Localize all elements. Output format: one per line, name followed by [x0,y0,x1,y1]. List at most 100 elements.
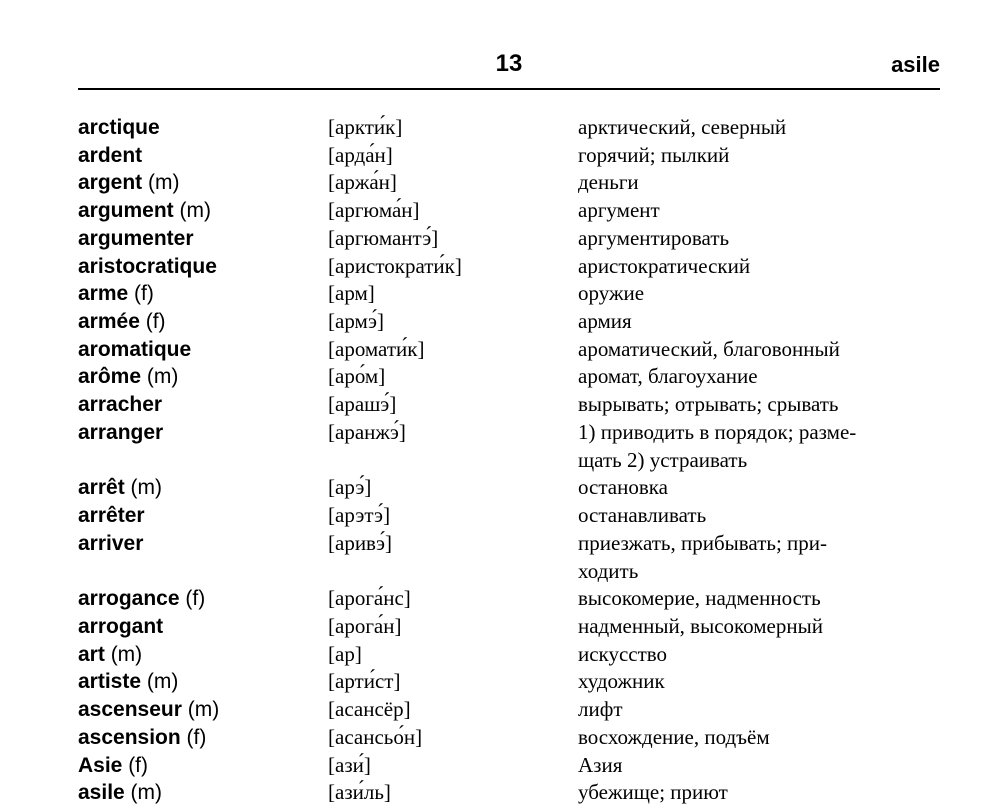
entry-row: ascension (f) [асансьо́н]восхождение, под… [78,724,940,752]
headword: ascension [78,726,181,749]
transcription-column: [аривэ́] [328,530,578,558]
entry-row: arôme (m)[аро́м]аромат, благоухание [78,363,940,391]
entry-row: arrêt (m)[арэ́]остановка [78,474,940,502]
entry-row: art (m) [ар]искусство [78,641,940,669]
headword: arctique [78,116,160,139]
gender-marker: (m) [141,365,178,388]
translation-column: надменный, высокомерный [578,613,940,641]
entry-row: armée (f)[армэ́]армия [78,308,940,336]
translation-column: Азия [578,752,940,780]
translation-column: армия [578,308,940,336]
translation-column: аргументировать [578,225,940,253]
translation-column: ходить [578,558,940,586]
entry-row: arme (f)[арм]оружие [78,280,940,308]
headword: ardent [78,144,142,167]
french-column: aristocratique [78,253,328,281]
transcription-column: [аркти́к] [328,114,578,142]
entry-row: ardent[арда́н]горячий; пылкий [78,142,940,170]
french-column: artiste (m) [78,668,328,696]
transcription-column: [арти́ст] [328,668,578,696]
entry-row: asile (m)[ази́ль]убежище; приют [78,779,940,807]
translation-column: ароматический, благовонный [578,336,940,364]
entry-row-continuation: щать 2) устраивать [78,447,940,475]
headword: ascenseur [78,698,182,721]
french-column: argument (m) [78,197,328,225]
transcription-column: [аро́м] [328,363,578,391]
translation-column: 1) приводить в порядок; разме- [578,419,940,447]
entry-row: argent (m)[аржа́н]деньги [78,169,940,197]
headword: arrogance [78,587,180,610]
translation-column: аристократический [578,253,940,281]
translation-column: остановка [578,474,940,502]
translation-column: вырывать; отрывать; срывать [578,391,940,419]
transcription-column: [аромати́к] [328,336,578,364]
translation-column: убежище; приют [578,779,940,807]
translation-column: искусство [578,641,940,669]
french-column: Asie (f) [78,752,328,780]
french-column: ardent [78,142,328,170]
entry-row: arrogant[арога́н]надменный, высокомерный [78,613,940,641]
transcription-column: [асансёр] [328,696,578,724]
gender-marker: (m) [105,643,142,666]
translation-column: деньги [578,169,940,197]
guide-word: asile [891,52,940,78]
gender-marker: (m) [182,698,219,721]
french-column: arrogant [78,613,328,641]
headword: arranger [78,421,163,444]
translation-column: лифт [578,696,940,724]
headword: arracher [78,393,162,416]
translation-column: арктический, северный [578,114,940,142]
french-column: arôme (m) [78,363,328,391]
transcription-column: [арм] [328,280,578,308]
headword: art [78,643,105,666]
transcription-column: [аргюмантэ́] [328,225,578,253]
transcription-column: [аржа́н] [328,169,578,197]
entry-row: aromatique[аромати́к]ароматический, благ… [78,336,940,364]
entry-row: argument (m)[аргюма́н]аргумент [78,197,940,225]
gender-marker: (f) [181,726,207,749]
headword: arme [78,282,128,305]
gender-marker: (m) [141,670,178,693]
french-column: arme (f) [78,280,328,308]
headword: argument [78,199,174,222]
gender-marker: (m) [125,476,162,499]
french-column: argent (m) [78,169,328,197]
transcription-column: [ар] [328,641,578,669]
entry-row: aristocratique[аристократи́к]аристократи… [78,253,940,281]
headword: arrêter [78,504,145,527]
transcription-column: [арога́нс] [328,585,578,613]
gender-marker: (m) [142,171,179,194]
french-column: arrêter [78,502,328,530]
entry-row: Asie (f)[ази́]Азия [78,752,940,780]
headword: Asie [78,754,122,777]
headword: argent [78,171,142,194]
entry-row: arrêter[арэтэ́]останавливать [78,502,940,530]
translation-column: восхождение, подъём [578,724,940,752]
transcription-column: [арда́н] [328,142,578,170]
entry-row: ascenseur (m) [асансёр]лифт [78,696,940,724]
transcription-column: [аристократи́к] [328,253,578,281]
transcription-column: [ази́] [328,752,578,780]
gender-marker: (m) [174,199,211,222]
french-column: argumenter [78,225,328,253]
translation-column: приезжать, прибывать; при- [578,530,940,558]
gender-marker: (f) [140,310,166,333]
headword: arrogant [78,615,163,638]
translation-column: останавливать [578,502,940,530]
french-column: arctique [78,114,328,142]
translation-column: щать 2) устраивать [578,447,940,475]
entry-row: arriver[аривэ́]приезжать, прибывать; при… [78,530,940,558]
transcription-column: [асансьо́н] [328,724,578,752]
headword: armée [78,310,140,333]
french-column: arranger [78,419,328,447]
headword: argumenter [78,227,194,250]
headword: arrêt [78,476,125,499]
entry-row-continuation: ходить [78,558,940,586]
translation-column: художник [578,668,940,696]
translation-column: высокомерие, надменность [578,585,940,613]
french-column: asile (m) [78,779,328,807]
gender-marker: (f) [180,587,206,610]
entry-row: arracher[арашэ́]вырывать; отрывать; срыв… [78,391,940,419]
transcription-column: [аргюма́н] [328,197,578,225]
headword: artiste [78,670,141,693]
